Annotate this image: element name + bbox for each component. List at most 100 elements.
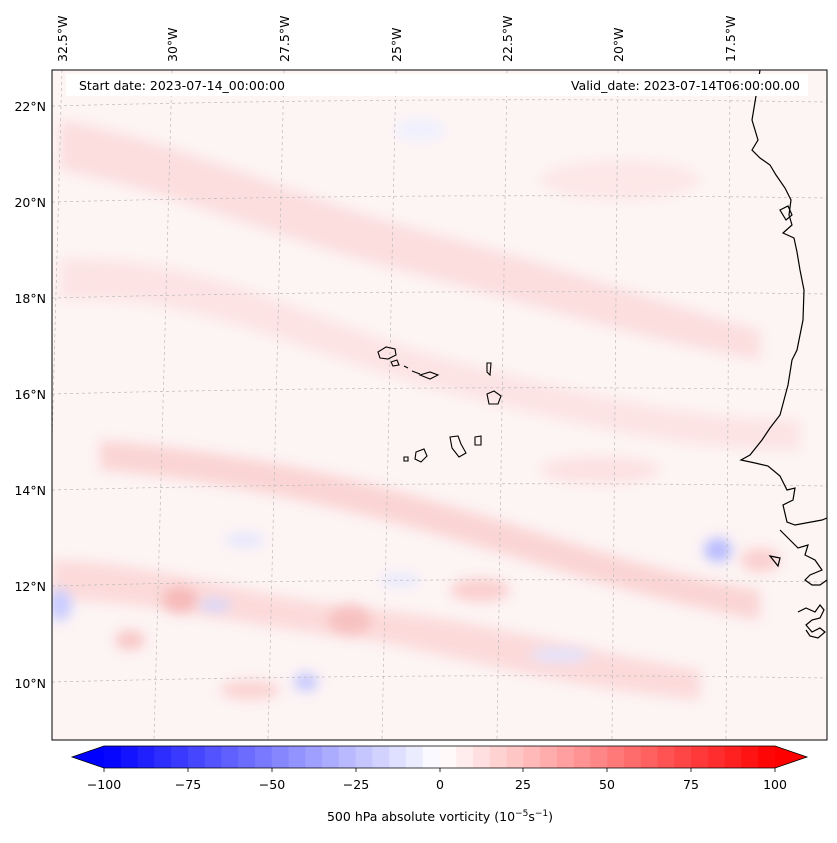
- coast-guinea-bissau: [779, 529, 827, 586]
- colorbar-block: [439, 746, 457, 768]
- graticule: [52, 70, 827, 740]
- neg-patch-1: [704, 538, 732, 562]
- island-sao-nicolau: [411, 370, 421, 375]
- colorbar-block: [573, 746, 592, 768]
- cb-title-exp1: −5: [515, 809, 528, 819]
- colorbar-block: [405, 746, 424, 768]
- colorbar-block: [473, 746, 491, 768]
- colorbar: −100 −75 −50 −25 0 25 50 75 100 500 hPa …: [70, 745, 809, 824]
- colorbar-block: [288, 746, 306, 768]
- parallel-18n: [52, 291, 827, 299]
- island-maio: [474, 435, 482, 446]
- cb-tick-label-3: −25: [343, 777, 369, 792]
- parallel-16n: [52, 387, 827, 395]
- map-frame: [51, 69, 828, 741]
- lon-label-3: 25°W: [389, 27, 404, 62]
- patch-3: [115, 630, 145, 650]
- patch-4: [450, 578, 510, 602]
- lon-label-0: 32.5°W: [55, 16, 70, 62]
- colorbar-block: [674, 746, 692, 768]
- cb-tick-label-0: −100: [87, 777, 121, 792]
- cb-tick-label-6: 50: [599, 777, 615, 792]
- colorbar-block: [372, 746, 390, 768]
- island-sao-vicente: [390, 359, 400, 367]
- parallel-20n: [52, 195, 827, 203]
- colorbar-block: [154, 746, 172, 768]
- lat-label-1: 20°N: [14, 195, 46, 210]
- valid-date-label: Valid_date: 2023-07-14T06:00:00.00: [571, 78, 800, 93]
- lat-label-6: 10°N: [14, 676, 46, 691]
- neg-patch-5: [225, 534, 265, 546]
- colorbar-block: [707, 746, 726, 768]
- colorbar-block: [758, 746, 776, 768]
- meridian-22-5w: [496, 70, 508, 740]
- colorbar-extend-min: [72, 746, 104, 768]
- colorbar-block: [640, 746, 659, 768]
- colorbar-block: [657, 746, 675, 768]
- island-santo-antao: [377, 346, 397, 360]
- header-box: [66, 74, 808, 96]
- patch-5: [740, 548, 780, 572]
- colorbar-block: [104, 746, 122, 768]
- colorbar-block: [254, 746, 273, 768]
- island-brava: [403, 456, 409, 462]
- colorbar-block: [540, 746, 558, 768]
- colorbar-ticks: [103, 768, 776, 772]
- lat-label-4: 14°N: [14, 483, 46, 498]
- coast-small-2: [768, 555, 781, 568]
- colorbar-block: [271, 746, 290, 768]
- colorbar-extend-max: [775, 746, 807, 768]
- cb-title-mid: s: [528, 809, 535, 824]
- cb-tick-label-2: −50: [259, 777, 285, 792]
- cb-tick-label-7: 75: [683, 777, 699, 792]
- island-boa-vista: [486, 390, 502, 405]
- colorbar-block: [338, 746, 357, 768]
- colorbar-block: [607, 746, 625, 768]
- colorbar-block: [691, 746, 709, 768]
- colorbar-block: [590, 746, 608, 768]
- neg-patch-2: [294, 673, 318, 691]
- island-santa-luzia: [403, 365, 409, 369]
- colorbar-blocks: [72, 746, 807, 768]
- island-sal: [486, 362, 492, 377]
- african-coastline: [739, 70, 827, 639]
- cb-title-exp2: −1: [535, 809, 548, 819]
- parallel-14n: [52, 483, 827, 491]
- colorbar-block: [171, 746, 189, 768]
- latitude-labels: 22°N 20°N 18°N 16°N 14°N 12°N 10°N: [14, 99, 46, 691]
- cb-tick-label-1: −75: [175, 777, 201, 792]
- colorbar-block: [204, 746, 223, 768]
- colorbar-block: [422, 746, 441, 768]
- colorbar-block: [322, 746, 340, 768]
- patch-6: [540, 456, 660, 484]
- coast-guinea: [797, 604, 826, 639]
- colorbar-block: [187, 746, 206, 768]
- cb-tick-label-8: 100: [763, 777, 787, 792]
- lon-label-5: 20°W: [611, 27, 626, 62]
- parallel-10n: [52, 675, 827, 683]
- lat-label-2: 18°N: [14, 291, 46, 306]
- neg-patch-3: [199, 599, 231, 611]
- colorbar-block: [523, 746, 541, 768]
- meridian-25w: [381, 70, 397, 740]
- meridian-30w: [153, 70, 173, 740]
- colorbar-block: [506, 746, 524, 768]
- band-1: [60, 120, 760, 360]
- colorbar-block: [355, 746, 374, 768]
- patch-7: [220, 680, 280, 700]
- lon-label-2: 27.5°W: [277, 16, 292, 62]
- colorbar-block: [556, 746, 575, 768]
- longitude-labels: 32.5°W 30°W 27.5°W 25°W 22.5°W 20°W 17.5…: [55, 16, 738, 62]
- patch-1: [162, 586, 198, 614]
- band-4: [52, 560, 700, 700]
- island-santiago: [449, 435, 467, 458]
- cape-verde-islands: [377, 346, 502, 463]
- colorbar-block: [221, 746, 239, 768]
- coast-mauritania: [739, 70, 827, 526]
- coast-small-1: [779, 205, 793, 221]
- colorbar-block: [305, 746, 323, 768]
- meridian-20w: [611, 70, 619, 740]
- island-fogo: [414, 448, 428, 463]
